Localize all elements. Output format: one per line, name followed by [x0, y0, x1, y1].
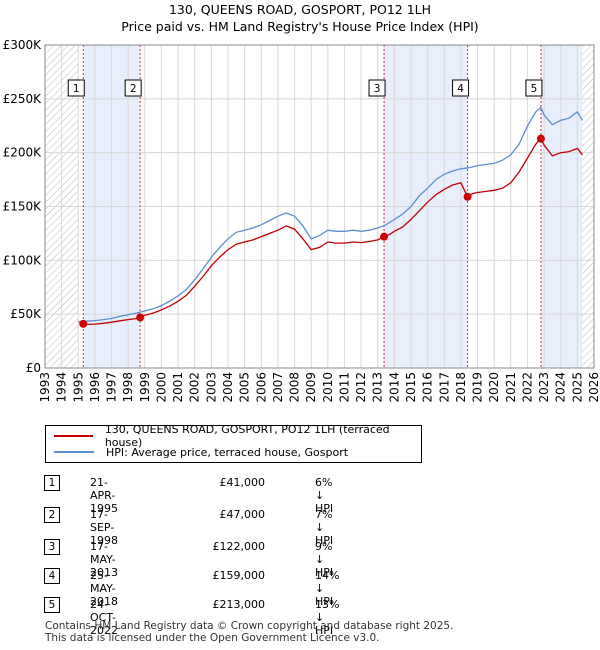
footer-attribution: Contains HM Land Registry data © Crown c…: [45, 620, 454, 644]
sale-label-number: 5: [531, 83, 538, 95]
sale-label-box: [452, 79, 470, 97]
sale-point: [463, 192, 472, 201]
sale-date: 17-SEP-1998: [90, 508, 118, 547]
x-tick-label: 2003: [204, 372, 218, 403]
x-tick-label: 2014: [387, 372, 401, 403]
x-tick-label: 1996: [88, 372, 102, 403]
sale-price: £122,000: [212, 540, 266, 553]
sale-label-box: [124, 79, 142, 97]
sale-label-box: [67, 79, 85, 97]
x-tick-label: 2007: [271, 372, 285, 403]
sale-date: 24-OCT-2022: [90, 598, 118, 637]
x-tick-label: 1998: [121, 372, 135, 403]
series-property-line: [83, 137, 583, 326]
x-tick-label: 2004: [221, 372, 235, 403]
sale-price: £47,000: [219, 508, 266, 521]
x-tick-label: 2024: [554, 372, 568, 403]
footer-line-1: Contains HM Land Registry data © Crown c…: [45, 620, 454, 632]
y-tick-label: £50K: [10, 307, 42, 321]
sale-date: 25-MAY-2018: [90, 569, 118, 608]
x-tick-label: 2016: [421, 372, 435, 403]
x-tick-label: 2022: [520, 372, 534, 403]
x-tick-label: 1993: [38, 372, 52, 403]
x-tick-label: 1999: [138, 372, 152, 403]
x-tick-label: 1995: [71, 372, 85, 403]
sale-point: [79, 319, 88, 328]
x-tick-label: 2012: [354, 372, 368, 403]
chart-title-line2: Price paid vs. HM Land Registry's House …: [121, 19, 479, 34]
footer-line-2: This data is licensed under the Open Gov…: [45, 631, 380, 644]
plot-frame: [44, 44, 595, 369]
sale-price: £213,000: [212, 598, 266, 611]
x-tick-label: 2002: [188, 372, 202, 403]
sale-price: £41,000: [219, 476, 266, 489]
chart-title-line1: 130, QUEENS ROAD, GOSPORT, PO12 1LH: [168, 2, 432, 17]
x-tick-label: 2013: [371, 372, 385, 403]
sale-hpi-diff: 13% ↓ HPI: [315, 598, 340, 637]
sale-point: [536, 134, 545, 143]
x-tick-label: 1997: [105, 372, 119, 403]
legend-item-property: 130, QUEENS ROAD, GOSPORT, PO12 1LH (ter…: [46, 423, 421, 449]
sale-number-badge: 1: [44, 475, 60, 491]
sale-number-badge: 5: [44, 597, 60, 613]
x-tick-label: 2018: [454, 372, 468, 403]
sale-number-badge: 2: [44, 507, 60, 523]
y-tick-label: £150K: [3, 200, 43, 214]
x-tick-label: 2026: [587, 372, 600, 403]
sale-label-number: 4: [457, 83, 464, 95]
chart-legend: 130, QUEENS ROAD, GOSPORT, PO12 1LH (ter…: [45, 423, 422, 463]
sale-hpi-diff: 6% ↓ HPI: [315, 476, 334, 515]
x-tick-label: 2010: [321, 372, 335, 403]
sale-date: 21-APR-1995: [90, 476, 118, 515]
x-tick-label: 2000: [154, 372, 168, 403]
legend-label-property: 130, QUEENS ROAD, GOSPORT, PO12 1LH (ter…: [104, 423, 390, 449]
sale-label-box: [368, 79, 386, 97]
sale-point: [136, 313, 145, 322]
sale-label-number: 2: [130, 83, 137, 95]
sale-hpi-diff: 7% ↓ HPI: [315, 508, 334, 547]
sale-number-badge: 3: [44, 539, 60, 555]
y-tick-label: £0: [26, 361, 41, 375]
x-tick-label: 2020: [487, 372, 501, 403]
legend-item-hpi: HPI: Average price, terraced house, Gosp…: [46, 444, 348, 460]
sale-price: £159,000: [212, 569, 266, 582]
sale-hpi-diff: 14% ↓ HPI: [315, 569, 340, 608]
sale-label-number: 3: [374, 83, 381, 95]
price-chart: 1 2 3 4 5 £0 £50K £100K £150K £200K £250K £300K 1993…: [3, 38, 600, 403]
y-tick-label: £200K: [3, 146, 43, 160]
y-tick-label: £250K: [3, 92, 43, 106]
legend-swatch-property: [54, 435, 93, 437]
y-tick-label: £100K: [3, 253, 43, 267]
x-tick-label: 2023: [537, 372, 551, 403]
sale-point: [380, 232, 389, 241]
legend-label-hpi: HPI: Average price, terraced house, Gosp…: [106, 445, 349, 459]
x-tick-label: 2025: [570, 372, 584, 403]
x-tick-label: 2011: [337, 372, 351, 403]
sale-number-badge: 4: [44, 568, 60, 584]
sale-date: 17-MAY-2013: [90, 540, 118, 579]
x-tick-label: 1994: [55, 372, 69, 403]
x-tick-label: 2009: [304, 372, 318, 403]
x-tick-label: 2006: [254, 372, 268, 403]
y-tick-label: £300K: [3, 38, 43, 52]
sale-label-number: 1: [73, 83, 80, 95]
sale-hpi-diff: 9% ↓ HPI: [315, 540, 334, 579]
x-tick-label: 2005: [238, 372, 252, 403]
x-tick-label: 2001: [171, 372, 185, 403]
x-tick-label: 2015: [404, 372, 418, 403]
series-hpi-line: [78, 106, 583, 323]
sale-label-box: [525, 79, 543, 97]
x-tick-label: 2017: [437, 372, 451, 403]
x-tick-label: 2021: [504, 372, 518, 403]
x-tick-label: 2008: [288, 372, 302, 403]
x-tick-label: 2019: [471, 372, 485, 403]
legend-swatch-hpi: [54, 451, 94, 453]
